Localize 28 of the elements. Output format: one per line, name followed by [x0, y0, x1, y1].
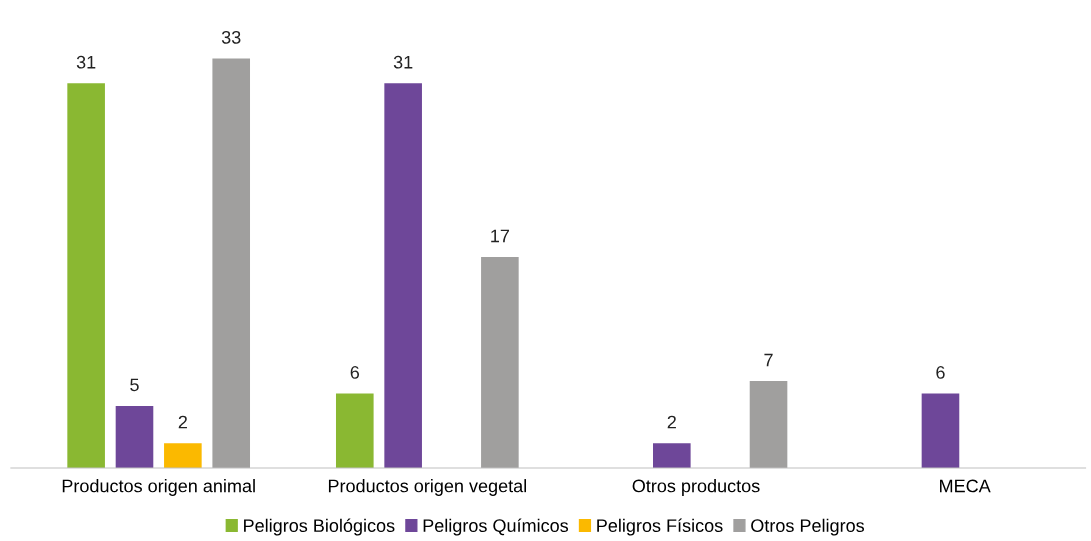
bar [335, 393, 374, 468]
legend-label: Otros Peligros [751, 518, 865, 536]
data-label: 2 [667, 415, 676, 429]
legend-label: Peligros Biológicos [244, 518, 395, 536]
bar [67, 83, 105, 468]
data-label: 17 [491, 229, 509, 243]
bar [115, 405, 154, 468]
data-label: 31 [393, 55, 413, 69]
x-tick-label: Otros productos [632, 479, 760, 496]
x-tick-label: Productos origen vegetal [328, 479, 526, 496]
data-label: 6 [936, 366, 945, 379]
bar [164, 443, 202, 468]
bar [653, 443, 691, 468]
bar [212, 58, 251, 468]
data-label: 2 [178, 415, 187, 429]
bar [921, 393, 960, 468]
bar [481, 256, 519, 468]
x-tick-label: MECA [940, 479, 991, 493]
data-label: 7 [764, 353, 773, 367]
data-label: 6 [350, 366, 360, 379]
data-label: 5 [130, 378, 139, 392]
legend-label: Peligros Químicos [423, 518, 569, 536]
data-label: 33 [221, 30, 241, 44]
bar [749, 381, 788, 468]
x-tick-label: Productos origen animal [62, 479, 255, 496]
legend-label: Peligros Físicos [597, 518, 723, 536]
bar [384, 83, 422, 468]
data-label: 31 [76, 55, 96, 69]
